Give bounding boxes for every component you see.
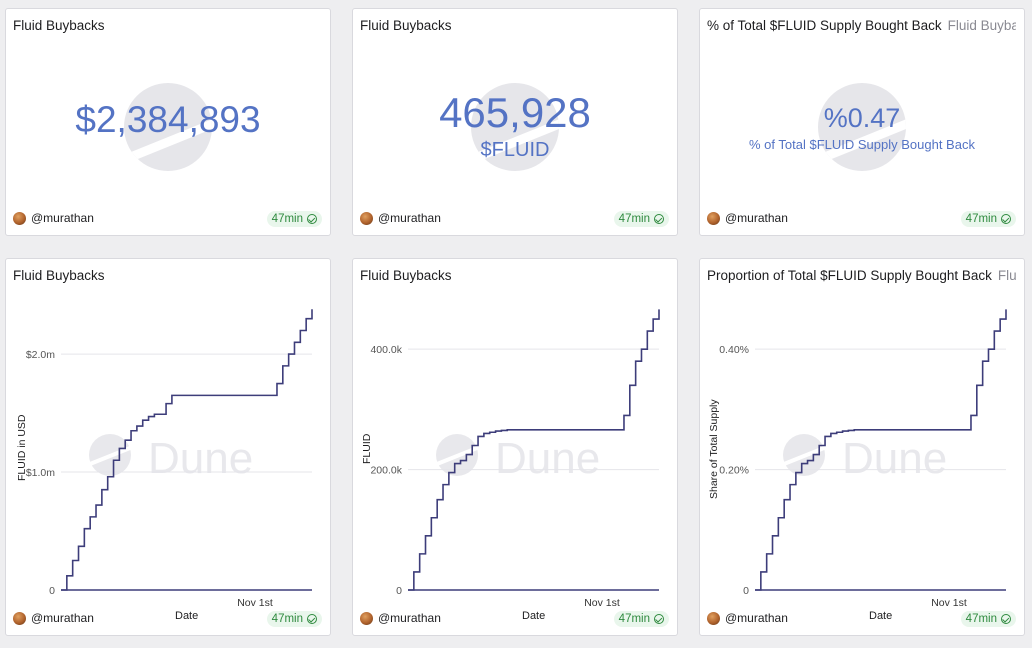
dune-watermark: Dune [783, 434, 947, 483]
author[interactable]: @murathan [360, 211, 441, 225]
avatar [13, 211, 26, 225]
dune-watermark-icon-stripe [436, 446, 478, 466]
card-title: Proportion of Total $FLUID Supply Bought… [707, 268, 1016, 283]
avatar [360, 611, 373, 625]
avatar [13, 611, 26, 625]
counter-value: 465,928 [439, 89, 591, 136]
x-tick-label: Nov 1st [584, 597, 620, 609]
chart-card-fluid[interactable]: Fluid Buybacks Dune 0 200.0k 400.0k Nov 1st … [352, 258, 678, 636]
y-tick-label: 0 [743, 585, 749, 597]
author[interactable]: @murathan [360, 611, 441, 625]
dune-logo-icon [124, 83, 212, 171]
y-axis-label: FLUID in USD [16, 414, 28, 481]
line-chart: Dune 0 0.20% 0.40% Nov 1st [719, 309, 1007, 609]
y-axis-label: Share of Total Supply [708, 399, 720, 499]
dune-watermark-icon-stripe [783, 446, 825, 466]
avatar [360, 211, 373, 225]
author[interactable]: @murathan [707, 611, 788, 625]
avatar [707, 611, 720, 625]
y-axis-label: FLUID [361, 433, 373, 464]
chart-card-usd[interactable]: Fluid Buybacks Dune 0 $1.0m $2.0m Nov 1st FL… [5, 258, 331, 636]
x-axis-label: Date [175, 610, 199, 622]
refresh-badge[interactable]: 47min [960, 211, 1016, 227]
refresh-badge[interactable]: 47min [960, 611, 1016, 627]
check-circle-icon [654, 614, 664, 624]
counter-card-fluid[interactable]: Fluid Buybacks 465,928 $FLUID @murathan … [352, 8, 678, 236]
dune-watermark-text: Dune [842, 434, 947, 483]
y-tick-label: 400.0k [370, 344, 402, 356]
y-tick-label: 0.20% [719, 465, 749, 477]
series-line [61, 309, 313, 591]
dune-logo-icon [818, 83, 906, 171]
dune-watermark-text: Dune [148, 434, 253, 483]
refresh-badge[interactable]: 47min [613, 611, 669, 627]
avatar [707, 211, 720, 225]
author[interactable]: @murathan [13, 611, 94, 625]
y-tick-label: 0 [396, 585, 402, 597]
series-line [755, 309, 1007, 591]
refresh-badge[interactable]: 47min [266, 211, 322, 227]
check-circle-icon [307, 614, 317, 624]
dune-watermark: Dune [436, 434, 600, 483]
check-circle-icon [1001, 214, 1011, 224]
line-chart: Dune 0 $1.0m $2.0m Nov 1st [26, 309, 313, 609]
card-title: Fluid Buybacks [360, 268, 452, 283]
x-tick-label: Nov 1st [237, 597, 273, 609]
card-title: Fluid Buybacks [13, 18, 105, 33]
refresh-badge[interactable]: 47min [266, 611, 322, 627]
author[interactable]: @murathan [13, 211, 94, 225]
refresh-badge[interactable]: 47min [613, 211, 669, 227]
dune-watermark: Dune [89, 434, 253, 483]
x-tick-label: Nov 1st [931, 597, 967, 609]
check-circle-icon [654, 214, 664, 224]
counter-card-percent[interactable]: % of Total $FLUID Supply Bought Back Flui… [699, 8, 1025, 236]
counter-card-usd[interactable]: Fluid Buybacks $2,384,893 @murathan 47mi… [5, 8, 331, 236]
counter-value: $2,384,893 [75, 99, 261, 140]
y-tick-label: 0 [49, 585, 55, 597]
counter-label: $FLUID [480, 139, 550, 161]
y-tick-label: 200.0k [370, 465, 402, 477]
counter-label: % of Total $FLUID Supply Bought Back [749, 137, 975, 152]
series-line [408, 309, 660, 591]
card-title: Fluid Buybacks [360, 18, 452, 33]
check-circle-icon [307, 214, 317, 224]
x-axis-label: Date [869, 610, 893, 622]
dune-watermark-icon-stripe [89, 446, 131, 466]
author[interactable]: @murathan [707, 211, 788, 225]
dune-logo-icon [471, 83, 559, 171]
chart-card-share[interactable]: Proportion of Total $FLUID Supply Bought… [699, 258, 1025, 636]
counter-value: %0.47 [823, 103, 901, 133]
counter-body: $2,384,893 [6, 79, 330, 175]
counter-body: %0.47 % of Total $FLUID Supply Bought Ba… [700, 79, 1024, 175]
card-title: % of Total $FLUID Supply Bought Back Flui… [707, 18, 1016, 33]
card-title: Fluid Buybacks [13, 268, 105, 283]
x-axis-label: Date [522, 610, 546, 622]
y-tick-label: $2.0m [26, 349, 55, 361]
line-chart: Dune 0 200.0k 400.0k Nov 1st [370, 309, 660, 609]
dune-watermark-text: Dune [495, 434, 600, 483]
y-tick-label: $1.0m [26, 467, 55, 479]
counter-body: 465,928 $FLUID [353, 79, 677, 175]
check-circle-icon [1001, 614, 1011, 624]
y-tick-label: 0.40% [719, 344, 749, 356]
